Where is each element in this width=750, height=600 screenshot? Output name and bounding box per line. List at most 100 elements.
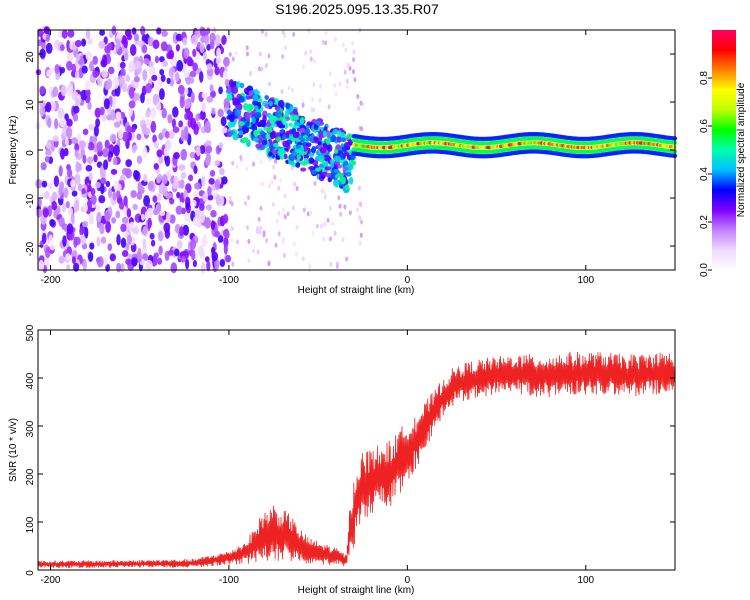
noise-blob xyxy=(184,213,190,223)
noise-blob xyxy=(66,168,73,178)
noise-blob xyxy=(93,125,99,137)
noise-blob xyxy=(169,77,175,87)
faint-blob xyxy=(324,30,328,36)
onset-blob xyxy=(259,130,265,135)
y-tick-label: 0 xyxy=(25,150,36,156)
noise-blob xyxy=(161,174,168,185)
spectrogram-x-axis-label: Height of straight line (km) xyxy=(298,285,415,296)
snr-frame xyxy=(37,329,676,571)
onset-blob xyxy=(308,152,315,157)
noise-blob xyxy=(85,164,93,172)
faint-blob xyxy=(271,201,275,207)
onset-blob xyxy=(325,137,331,146)
noise-blob xyxy=(206,43,211,51)
onset-blob xyxy=(309,158,315,163)
noise-blob xyxy=(49,218,55,227)
noise-blob xyxy=(70,179,76,188)
faint-blob xyxy=(329,236,333,242)
faint-blob xyxy=(246,51,249,57)
noise-blob xyxy=(87,251,94,262)
noise-blob xyxy=(75,53,81,62)
noise-blob xyxy=(214,160,221,167)
faint-blob xyxy=(359,232,363,238)
noise-blob xyxy=(122,206,127,216)
onset-blob xyxy=(239,82,245,89)
faint-blob xyxy=(344,47,348,53)
onset-blob xyxy=(305,142,312,148)
faint-blob xyxy=(312,58,316,64)
noise-blob xyxy=(133,76,140,83)
faint-blob xyxy=(259,66,263,72)
noise-blob xyxy=(125,74,131,83)
noise-blob xyxy=(109,133,117,143)
noise-blob xyxy=(183,99,191,109)
noise-blob xyxy=(137,247,142,260)
faint-blob xyxy=(302,207,306,213)
onset-blob xyxy=(243,106,249,111)
onset-blob xyxy=(336,172,344,178)
noise-blob xyxy=(211,107,216,115)
noise-blob xyxy=(182,37,188,46)
onset-blob xyxy=(272,142,279,148)
noise-blob xyxy=(211,251,219,262)
colorbar-ticks: 0.0 0.2 0.4 0.6 0.8 xyxy=(699,71,712,277)
faint-blob xyxy=(247,195,251,201)
noise-blob xyxy=(147,36,154,47)
noise-blob xyxy=(171,118,176,129)
onset-blob xyxy=(306,121,313,126)
noise-blob xyxy=(150,120,157,133)
noise-blob xyxy=(118,128,124,140)
noise-blob xyxy=(142,226,149,237)
onset-blob xyxy=(318,130,324,136)
noise-blob xyxy=(112,191,117,201)
noise-blob xyxy=(189,238,196,250)
noise-blob xyxy=(179,96,185,109)
noise-blob xyxy=(189,151,196,159)
faint-blob xyxy=(293,181,297,187)
faint-blob xyxy=(351,69,355,75)
noise-blob xyxy=(85,51,92,61)
onset-blob xyxy=(277,99,285,108)
noise-blob xyxy=(61,29,68,39)
noise-blob xyxy=(36,208,43,218)
noise-blob xyxy=(130,190,137,199)
noise-blob xyxy=(186,56,193,67)
onset-blob xyxy=(296,154,301,160)
noise-blob xyxy=(115,210,121,219)
noise-blob xyxy=(142,146,148,159)
faint-blob xyxy=(337,195,341,201)
noise-blob xyxy=(121,82,128,93)
onset-blob xyxy=(345,172,352,177)
onset-blob xyxy=(319,147,327,154)
noise-blob xyxy=(173,248,180,257)
faint-blob xyxy=(246,225,249,231)
noise-blob xyxy=(82,259,87,272)
onset-blob xyxy=(313,136,319,142)
faint-blob xyxy=(283,33,287,39)
noise-blob xyxy=(75,161,80,173)
noise-blob xyxy=(164,139,172,150)
onset-blob xyxy=(340,137,347,142)
faint-blob xyxy=(357,106,361,111)
noise-blob xyxy=(153,162,159,170)
onset-blob xyxy=(254,105,259,110)
faint-blob xyxy=(227,33,231,39)
noise-blob xyxy=(215,56,221,65)
noise-blob xyxy=(174,223,181,234)
noise-blob xyxy=(109,253,116,262)
faint-blob xyxy=(320,223,323,229)
noise-blob xyxy=(219,258,226,268)
noise-blob xyxy=(115,38,121,50)
noise-blob xyxy=(92,70,100,78)
noise-blob xyxy=(201,102,206,113)
noise-blob xyxy=(57,107,65,119)
noise-blob xyxy=(214,230,221,238)
noise-blob xyxy=(186,78,191,86)
noise-blob xyxy=(206,96,214,103)
noise-blob xyxy=(132,203,139,211)
noise-blob xyxy=(82,154,87,164)
faint-blob xyxy=(280,89,284,94)
noise-blob xyxy=(214,66,220,76)
noise-blob xyxy=(125,258,132,265)
noise-blob xyxy=(107,153,112,163)
